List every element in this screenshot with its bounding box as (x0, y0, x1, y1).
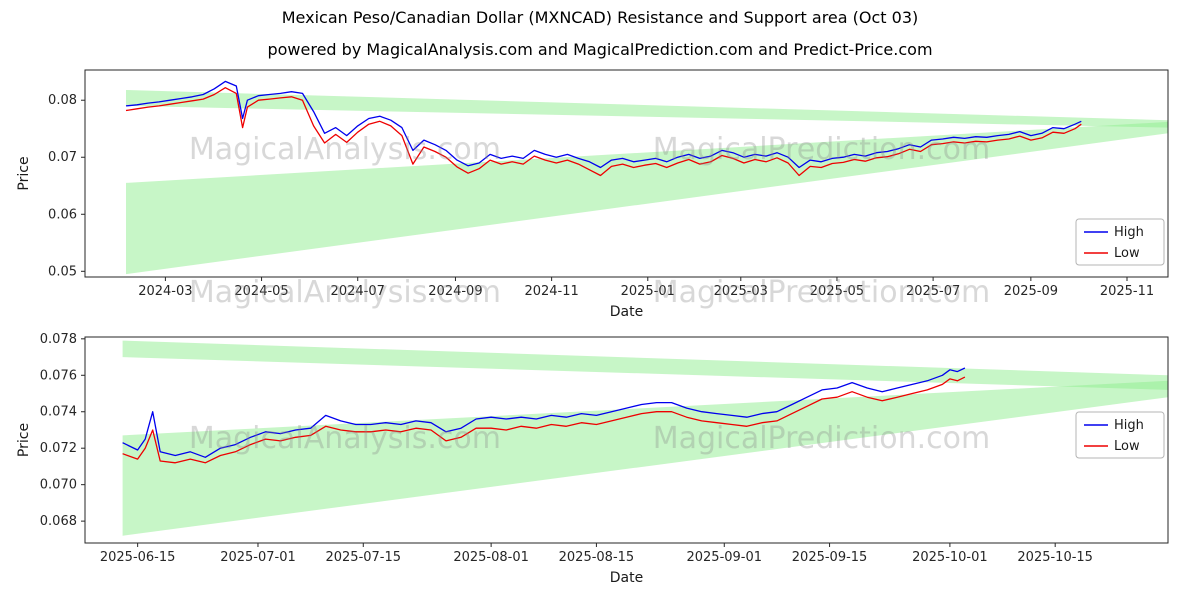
x-tick-label: 2025-09-01 (686, 550, 762, 565)
x-tick-label: 2024-03 (138, 284, 192, 299)
low-line (122, 376, 966, 464)
y-tick-label: 0.068 (40, 514, 77, 529)
legend-high-label: High (1114, 418, 1144, 433)
page-title: Mexican Peso/Canadian Dollar (MXNCAD) Re… (281, 8, 919, 27)
resistance-band (122, 340, 1168, 390)
top-price-chart: 2024-03 2024-05 2024-07 2024-09 2024-11 2025-… (16, 69, 1169, 320)
x-tick-label: 2025-06-15 (100, 550, 176, 565)
high-line (122, 367, 966, 458)
y-tick-label: 0.070 (40, 478, 77, 493)
bottom-zoom-chart: 2025-06-15 2025-07-01 2025-07-15 2025-08-01… (16, 332, 1169, 586)
x-tick-label: 2025-08-15 (559, 550, 635, 565)
x-tick-label: 2025-10-01 (912, 550, 988, 565)
x-axis-label: Date (610, 304, 643, 320)
y-tick-label: 0.078 (40, 332, 77, 347)
x-tick-label: 2025-11 (1100, 284, 1154, 299)
y-axis-label: Price (16, 156, 32, 190)
watermark-text: MagicalPrediction.com (653, 421, 991, 456)
y-tick-label: 0.076 (40, 368, 77, 383)
y-tick-label: 0.074 (40, 405, 77, 420)
x-tick-label: 2025-03 (714, 284, 768, 299)
x-tick-label: 2025-01 (621, 284, 675, 299)
x-tick-label: 2025-09 (1004, 284, 1058, 299)
resistance-band (126, 90, 1168, 128)
x-axis-label: Date (610, 570, 643, 586)
watermark-text: MagicalPrediction.com (653, 132, 991, 167)
x-tick-label: 2024-11 (524, 284, 578, 299)
support-band (126, 121, 1168, 275)
y-tick-label: 0.05 (48, 264, 77, 279)
x-tick-label: 2025-07-15 (325, 550, 401, 565)
watermark-text: MagicalAnalysis.com (189, 421, 501, 456)
x-tick-label: 2025-08-01 (453, 550, 529, 565)
x-tick-label: 2024-07 (331, 284, 385, 299)
plot-border (84, 69, 1169, 278)
x-tick-label: 2025-10-15 (1017, 550, 1093, 565)
y-tick-label: 0.072 (40, 441, 77, 456)
x-tick-label: 2025-05 (810, 284, 864, 299)
legend-low-label: Low (1114, 439, 1140, 454)
y-axis-label: Price (16, 423, 32, 457)
x-tick-label: 2024-09 (428, 284, 482, 299)
x-tick-label: 2024-05 (234, 284, 288, 299)
y-tick-label: 0.07 (48, 150, 77, 165)
high-line (125, 80, 1082, 169)
plot-border (84, 336, 1169, 544)
y-tick-label: 0.06 (48, 207, 77, 222)
watermark-text: MagicalAnalysis.com (189, 275, 501, 310)
low-line (125, 87, 1082, 177)
legend-high-label: High (1114, 225, 1144, 240)
support-band (122, 380, 1168, 536)
watermark-text: MagicalPrediction.com (653, 275, 991, 310)
watermark-text: MagicalAnalysis.com (189, 132, 501, 167)
page-subtitle: powered by MagicalAnalysis.com and Magic… (267, 40, 933, 59)
legend-low-label: Low (1114, 246, 1140, 261)
x-tick-label: 2025-07-01 (220, 550, 296, 565)
y-tick-label: 0.08 (48, 93, 77, 108)
x-tick-label: 2025-09-15 (792, 550, 868, 565)
x-tick-label: 2025-07 (906, 284, 960, 299)
